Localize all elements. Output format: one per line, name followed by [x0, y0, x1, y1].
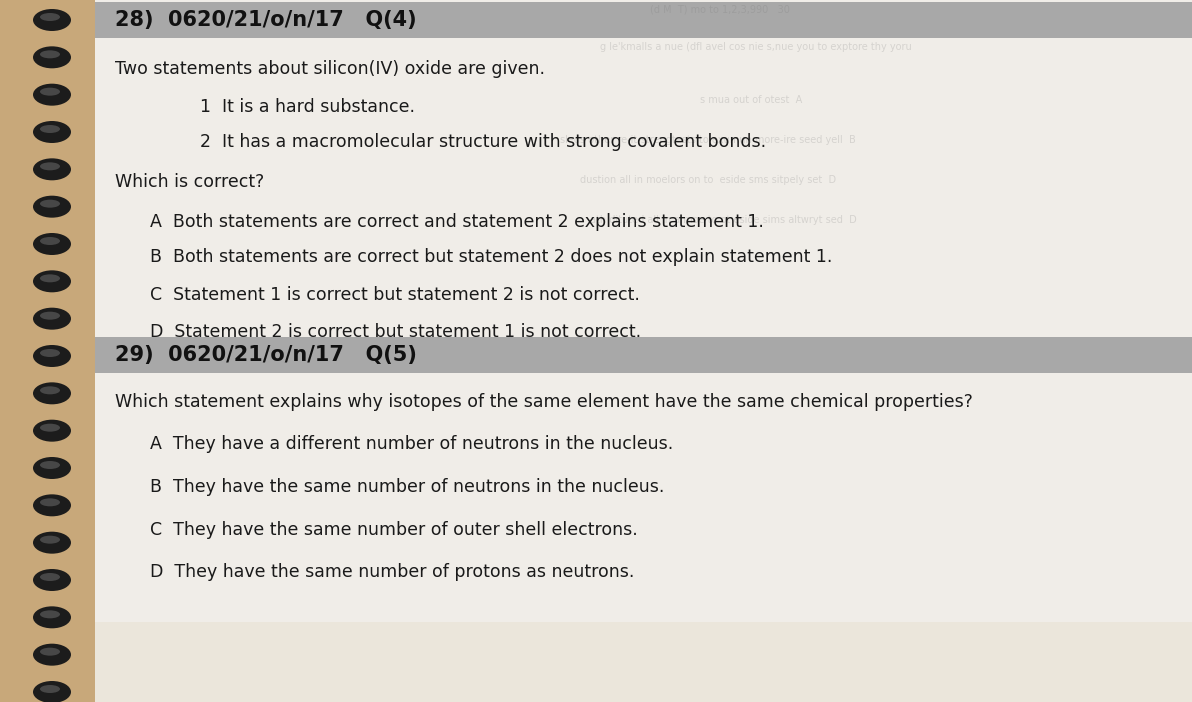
- Ellipse shape: [33, 307, 72, 330]
- Ellipse shape: [41, 88, 60, 95]
- Bar: [95, 622, 1192, 702]
- Text: B  Both statements are correct but statement 2 does not explain statement 1.: B Both statements are correct but statem…: [150, 248, 832, 266]
- Ellipse shape: [33, 531, 72, 554]
- Text: B  They have the same number of neutrons in the nucleus.: B They have the same number of neutrons …: [150, 478, 664, 496]
- Ellipse shape: [33, 607, 72, 628]
- Text: 2  It has a macromolecular structure with strong covalent bonds.: 2 It has a macromolecular structure with…: [200, 133, 766, 151]
- Ellipse shape: [41, 312, 60, 319]
- Ellipse shape: [33, 270, 72, 292]
- Text: Which statement explains why isotopes of the same element have the same chemical: Which statement explains why isotopes of…: [114, 393, 973, 411]
- Text: Which is correct?: Which is correct?: [114, 173, 265, 191]
- Text: ath dituted all in a moe to ot eside sims altwryt sed  D: ath dituted all in a moe to ot eside sim…: [590, 215, 857, 225]
- Ellipse shape: [41, 424, 60, 432]
- Ellipse shape: [33, 196, 72, 218]
- Ellipse shape: [41, 498, 60, 506]
- Ellipse shape: [41, 51, 60, 58]
- Text: g le'kmalls a nue (dfl avel cos nie s,nue you to exptore thy yoru: g le'kmalls a nue (dfl avel cos nie s,nu…: [600, 42, 912, 52]
- Bar: [95, 337, 1192, 373]
- Ellipse shape: [33, 383, 72, 404]
- Ellipse shape: [41, 13, 60, 21]
- Ellipse shape: [41, 162, 60, 171]
- Ellipse shape: [41, 648, 60, 656]
- Ellipse shape: [41, 536, 60, 543]
- Ellipse shape: [41, 237, 60, 245]
- Text: C  They have the same number of outer shell electrons.: C They have the same number of outer she…: [150, 521, 638, 539]
- Text: Two statements about silicon(IV) oxide are given.: Two statements about silicon(IV) oxide a…: [114, 60, 545, 78]
- Text: A  They have a different number of neutrons in the nucleus.: A They have a different number of neutro…: [150, 435, 673, 453]
- Ellipse shape: [33, 420, 72, 442]
- Text: (d M  T) mo to 1,2,3,990   30: (d M T) mo to 1,2,3,990 30: [650, 5, 790, 15]
- Ellipse shape: [41, 125, 60, 133]
- Text: s mua out of otest  A: s mua out of otest A: [700, 95, 802, 105]
- Ellipse shape: [33, 46, 72, 68]
- Ellipse shape: [33, 457, 72, 479]
- Ellipse shape: [33, 494, 72, 517]
- Ellipse shape: [33, 84, 72, 106]
- Ellipse shape: [33, 345, 72, 367]
- Bar: [95, 2, 1192, 38]
- Ellipse shape: [41, 274, 60, 282]
- Text: dustion all in moelors on to  eside sms sitpely set  D: dustion all in moelors on to eside sms s…: [581, 175, 836, 185]
- Text: 28)  0620/21/o/n/17   Q(4): 28) 0620/21/o/n/17 Q(4): [114, 10, 417, 30]
- Text: C  Statement 1 is correct but statement 2 is not correct.: C Statement 1 is correct but statement 2…: [150, 286, 640, 304]
- Text: sleds other re-it-strengtests to exumun more-ire seed yell  B: sleds other re-it-strengtests to exumun …: [560, 135, 856, 145]
- Ellipse shape: [33, 233, 72, 255]
- Text: 1  It is a hard substance.: 1 It is a hard substance.: [200, 98, 415, 116]
- Ellipse shape: [33, 9, 72, 31]
- Ellipse shape: [33, 644, 72, 665]
- Ellipse shape: [33, 159, 72, 180]
- Text: A  Both statements are correct and statement 2 explains statement 1.: A Both statements are correct and statem…: [150, 213, 764, 231]
- Text: D  They have the same number of protons as neutrons.: D They have the same number of protons a…: [150, 563, 634, 581]
- Ellipse shape: [41, 685, 60, 693]
- Ellipse shape: [33, 569, 72, 591]
- Ellipse shape: [41, 349, 60, 357]
- Text: 29)  0620/21/o/n/17   Q(5): 29) 0620/21/o/n/17 Q(5): [114, 345, 417, 365]
- Ellipse shape: [41, 199, 60, 208]
- Text: D  Statement 2 is correct but statement 1 is not correct.: D Statement 2 is correct but statement 1…: [150, 323, 641, 341]
- Ellipse shape: [41, 386, 60, 395]
- Ellipse shape: [41, 573, 60, 581]
- Ellipse shape: [41, 461, 60, 469]
- Ellipse shape: [33, 121, 72, 143]
- Ellipse shape: [33, 681, 72, 702]
- Ellipse shape: [41, 610, 60, 618]
